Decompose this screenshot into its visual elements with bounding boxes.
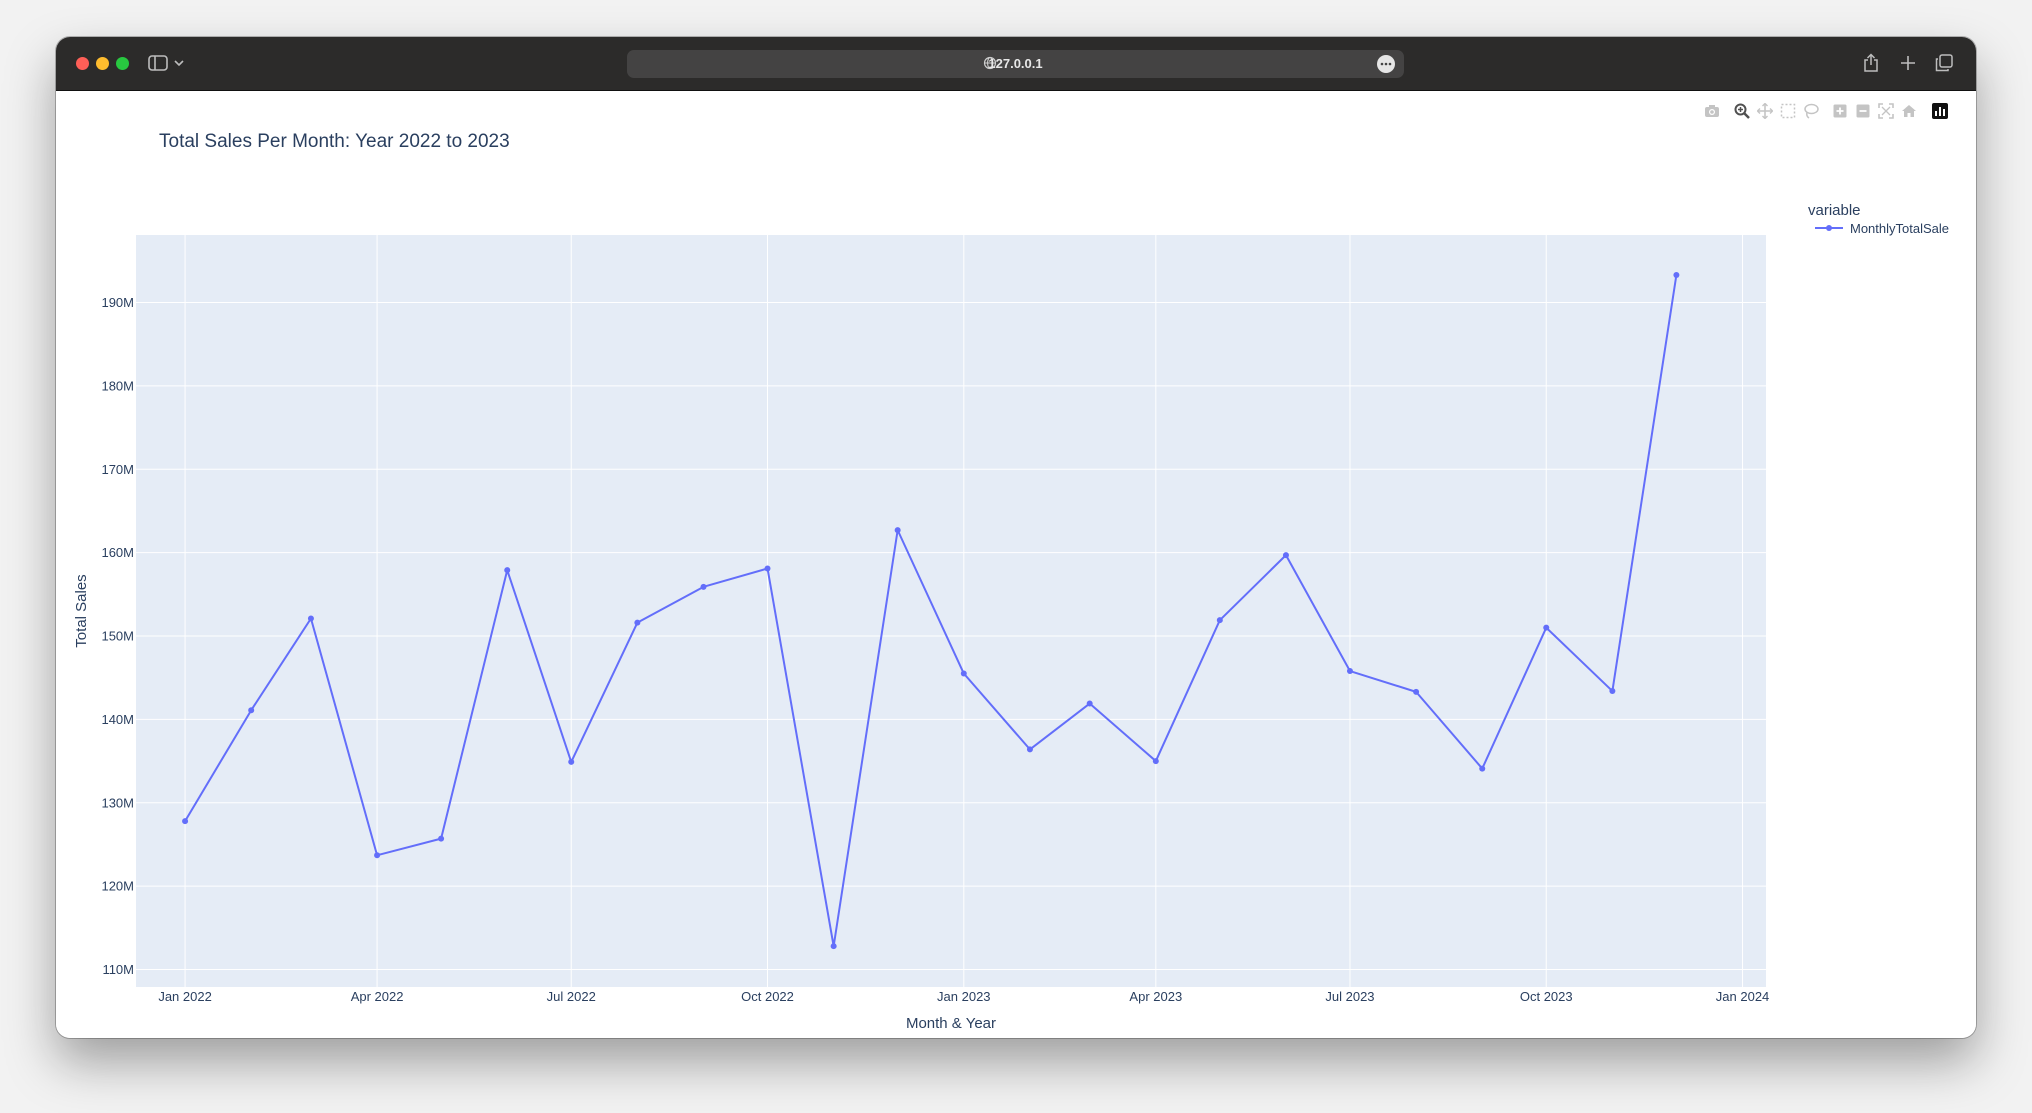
data-point <box>634 619 641 626</box>
chevron-down-icon[interactable] <box>172 52 186 74</box>
x-tick-label: Oct 2023 <box>1520 989 1573 1004</box>
series-line-monthlytotalsale <box>184 274 1678 948</box>
pan-icon[interactable] <box>1755 101 1775 121</box>
data-point <box>1346 668 1353 675</box>
y-tick-label: 120M <box>101 879 134 894</box>
maximize-window-button[interactable] <box>116 57 129 70</box>
data-point <box>504 567 511 574</box>
x-tick-label: Jan 2024 <box>1716 989 1770 1004</box>
data-point <box>1479 765 1486 772</box>
y-tick-label: 190M <box>101 295 134 310</box>
browser-window: 127.0.0.1 <box>56 37 1976 1038</box>
y-tick-label: 160M <box>101 545 134 560</box>
data-point <box>1086 700 1093 707</box>
camera-icon[interactable] <box>1702 101 1722 121</box>
x-tick-label: Apr 2023 <box>1129 989 1182 1004</box>
y-tick-label: 150M <box>101 629 134 644</box>
address-bar[interactable]: 127.0.0.1 <box>627 50 1404 78</box>
reset-axes-icon[interactable] <box>1899 101 1919 121</box>
plotly-logo-icon[interactable] <box>1930 101 1950 121</box>
data-point <box>1216 617 1223 624</box>
more-options-icon[interactable] <box>1377 55 1395 73</box>
browser-titlebar: 127.0.0.1 <box>56 37 1976 91</box>
legend-swatch <box>1815 225 1843 231</box>
close-window-button[interactable] <box>76 57 89 70</box>
data-point <box>764 565 771 572</box>
data-point <box>960 670 967 677</box>
lasso-select-icon[interactable] <box>1801 101 1821 121</box>
y-tick-label: 170M <box>101 462 134 477</box>
autoscale-icon[interactable] <box>1876 101 1896 121</box>
y-tick-label: 140M <box>101 712 134 727</box>
data-point <box>1026 746 1033 753</box>
data-point <box>700 583 707 590</box>
data-point <box>1543 624 1550 631</box>
tab-overview-icon[interactable] <box>1933 52 1955 74</box>
y-tick-label: 110M <box>102 962 134 977</box>
legend-title: variable <box>1808 202 1861 219</box>
data-point <box>1413 688 1420 695</box>
x-tick-label: Jul 2022 <box>547 989 596 1004</box>
new-tab-icon[interactable] <box>1897 52 1919 74</box>
sidebar-toggle-icon[interactable] <box>147 52 169 74</box>
data-point <box>894 527 901 534</box>
data-point <box>568 758 575 765</box>
data-point <box>1282 552 1289 559</box>
zoom-out-icon[interactable] <box>1853 101 1873 121</box>
y-tick-label: 130M <box>101 795 134 810</box>
zoom-in-icon[interactable] <box>1830 101 1850 121</box>
data-point <box>1609 688 1616 695</box>
x-tick-label: Jan 2022 <box>158 989 212 1004</box>
page-content: Total Sales Per Month: Year 2022 to 2023… <box>56 91 1976 1038</box>
line-chart: 110M 120M 130M 140M 150M 160M 170M 180M 190M Jan … <box>73 235 1770 1032</box>
data-point <box>248 707 255 714</box>
data-point <box>1152 758 1159 765</box>
legend-item-monthlytotalsale[interactable]: MonthlyTotalSale <box>1814 218 1949 238</box>
data-point <box>830 943 837 950</box>
data-point <box>374 852 381 859</box>
chart-title: Total Sales Per Month: Year 2022 to 2023 <box>159 131 510 152</box>
zoom-icon[interactable] <box>1732 101 1752 121</box>
box-select-icon[interactable] <box>1778 101 1798 121</box>
minimize-window-button[interactable] <box>96 57 109 70</box>
data-point <box>182 818 189 825</box>
plot-area <box>136 235 1766 987</box>
x-tick-label: Jul 2023 <box>1325 989 1374 1004</box>
data-point <box>1673 272 1680 279</box>
data-point <box>438 835 445 842</box>
data-point <box>307 615 314 622</box>
globe-icon <box>983 56 997 73</box>
x-tick-label: Oct 2022 <box>741 989 794 1004</box>
x-tick-label: Jan 2023 <box>937 989 991 1004</box>
x-tick-label: Apr 2022 <box>351 989 404 1004</box>
x-axis-title: Month & Year <box>906 1015 996 1032</box>
y-axis-title: Total Sales <box>73 574 90 647</box>
legend-label: MonthlyTotalSale <box>1850 220 1949 236</box>
url-text: 127.0.0.1 <box>988 56 1043 71</box>
share-icon[interactable] <box>1860 52 1882 74</box>
y-tick-label: 180M <box>101 378 134 393</box>
